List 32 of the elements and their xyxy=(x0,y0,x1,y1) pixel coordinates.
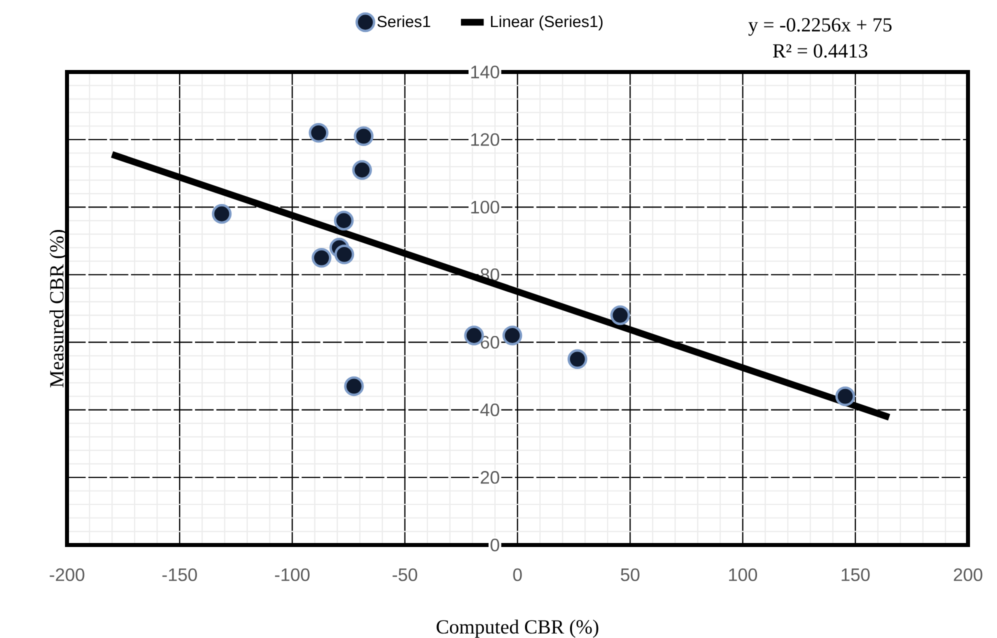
y-tick-label: 0 xyxy=(490,538,500,552)
text: y = -0.2256x + 75 xyxy=(748,18,892,36)
point xyxy=(334,210,354,231)
x-tick-label: 0 xyxy=(513,568,522,582)
point xyxy=(344,376,364,396)
point xyxy=(354,126,374,146)
point xyxy=(352,160,372,180)
legend-label: Series1 xyxy=(377,15,430,28)
x-tick-label: 50 xyxy=(620,568,640,582)
x-tick-label: -200 xyxy=(50,568,84,582)
y-tick-label: 40 xyxy=(480,403,500,416)
y-tick-label: 120 xyxy=(471,133,500,146)
point xyxy=(568,349,588,370)
point xyxy=(835,386,856,406)
x-tick-label: 100 xyxy=(729,568,758,582)
y-tick-label: 140 xyxy=(471,66,500,78)
y-tick-label: 20 xyxy=(480,471,500,484)
x-axis-title: Computed CBR (%) xyxy=(436,620,598,638)
x-tick-label: 200 xyxy=(954,568,982,582)
point xyxy=(334,244,354,264)
text: R² = 0.4413 xyxy=(773,44,868,58)
point xyxy=(502,326,522,346)
point xyxy=(610,305,630,326)
point xyxy=(308,122,328,143)
point xyxy=(212,204,232,224)
x-tick-label: -150 xyxy=(162,568,197,582)
x-tick-label: -50 xyxy=(392,568,418,582)
x-tick-label: -100 xyxy=(275,568,310,582)
point xyxy=(312,248,332,268)
legend-label: Linear (Series1) xyxy=(491,15,603,30)
x-tick-label: 150 xyxy=(842,568,870,582)
y-tick-label: 100 xyxy=(471,200,500,214)
